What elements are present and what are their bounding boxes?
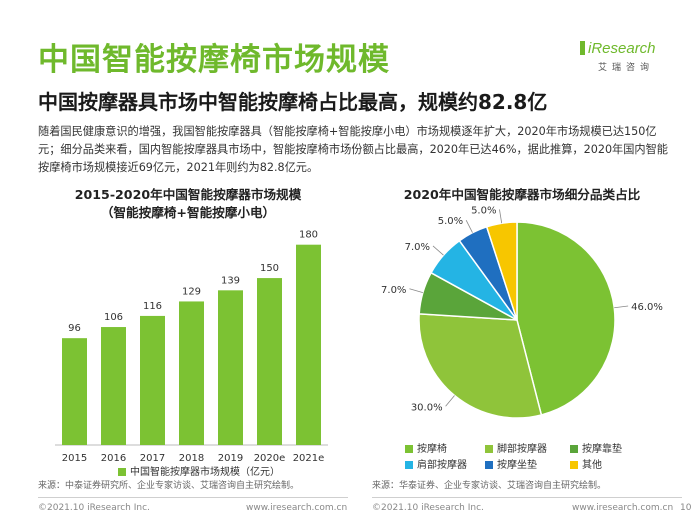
- bar-legend: 中国智能按摩器市场规模（亿元）: [118, 463, 280, 478]
- pie-legend-swatch: [405, 445, 413, 453]
- pie-value-label: 5.0%: [438, 216, 463, 227]
- bar-category-label: 2017: [140, 453, 165, 464]
- bar-2015: [62, 338, 87, 445]
- pie-legend-swatch: [485, 445, 493, 453]
- bar-category-label: 2019: [218, 453, 243, 464]
- pie-value-label: 30.0%: [411, 402, 443, 413]
- bar-value-label: 106: [104, 312, 123, 323]
- bar-value-label: 150: [260, 263, 279, 274]
- bar-chart-title: 2015-2020年中国智能按摩器市场规模 （智能按摩椅+智能按摩小电）: [38, 186, 338, 222]
- footer-url-right: www.iresearch.com.cn: [572, 503, 674, 513]
- pie-legend-item: 肩部按摩器: [405, 456, 467, 471]
- pie-leader-line: [432, 245, 444, 256]
- bar-chart-title-line2: （智能按摩椅+智能按摩小电）: [100, 205, 276, 220]
- pie-legend-label: 脚部按摩器: [497, 444, 547, 455]
- bar-value-label: 116: [143, 301, 162, 312]
- pie-legend-item: 按摩靠垫: [570, 440, 622, 455]
- logo-subtext: 艾瑞咨询: [598, 63, 655, 73]
- pie-legend-label: 按摩靠垫: [582, 444, 622, 455]
- page-subtitle: 中国按摩器具市场中智能按摩椅占比最高，规模约82.8亿: [38, 90, 548, 114]
- pie-leader-line: [465, 220, 473, 233]
- bar-2018: [179, 301, 204, 445]
- pie-value-label: 5.0%: [471, 205, 496, 216]
- pie-value-label: 7.0%: [405, 242, 430, 253]
- bar-category-label: 2018: [179, 453, 204, 464]
- footer-divider-left: [38, 497, 348, 498]
- pie-leader-line: [445, 395, 455, 407]
- bar-value-label: 129: [182, 286, 201, 297]
- bar-2020e: [257, 278, 282, 445]
- pie-value-label: 46.0%: [631, 302, 663, 313]
- pie-slice-脚部按摩器: [418, 313, 543, 419]
- source-note-left: 来源：中泰证券研究所、企业专家访谈、艾瑞咨询自主研究绘制。: [38, 481, 300, 491]
- source-note-right: 来源：华泰证券、企业专家访谈、艾瑞咨询自主研究绘制。: [372, 481, 607, 491]
- pie-legend-label: 其他: [582, 460, 602, 471]
- pie-legend-item: 按摩坐垫: [485, 456, 537, 471]
- pie-legend-swatch: [405, 461, 413, 469]
- bar-legend-swatch: [118, 468, 126, 476]
- pie-legend-item: 脚部按摩器: [485, 440, 547, 455]
- bar-category-label: 2020e: [254, 453, 286, 464]
- bar-value-label: 180: [299, 230, 318, 241]
- bar-category-label: 2016: [101, 453, 126, 464]
- bar-2017: [140, 315, 165, 445]
- logo-mark-icon: [580, 41, 585, 55]
- iresearch-logo: iResearch 艾瑞咨询: [580, 38, 672, 84]
- footer-copyright-right: ©2021.10 iResearch Inc.: [372, 503, 484, 513]
- pie-leader-line: [409, 288, 424, 294]
- pie-legend-label: 按摩椅: [417, 444, 447, 455]
- page-number: 10: [680, 503, 692, 513]
- footer-divider-right: [372, 497, 682, 498]
- logo-text: iResearch: [588, 40, 656, 57]
- bar-2016: [101, 327, 126, 445]
- pie-leader-line: [499, 209, 503, 224]
- pie-legend-item: 其他: [570, 456, 602, 471]
- pie-slice-按摩椅: [516, 221, 616, 416]
- pie-legend-swatch: [570, 445, 578, 453]
- pie-legend-item: 按摩椅: [405, 440, 447, 455]
- bar-legend-label: 中国智能按摩器市场规模（亿元）: [130, 467, 280, 478]
- pie-legend-swatch: [485, 461, 493, 469]
- page-title: 中国智能按摩椅市场规模: [38, 42, 390, 78]
- bar-category-label: 2021e: [293, 453, 325, 464]
- bar-2021e: [296, 244, 321, 445]
- bar-chart-title-line1: 2015-2020年中国智能按摩器市场规模: [74, 187, 302, 202]
- pie-legend-swatch: [570, 461, 578, 469]
- bar-value-label: 96: [68, 323, 81, 334]
- footer-url-left: www.iresearch.com.cn: [246, 503, 348, 513]
- pie-legend-label: 按摩坐垫: [497, 460, 537, 471]
- pie-legend-label: 肩部按摩器: [417, 460, 467, 471]
- pie-chart-title: 2020年中国智能按摩器市场细分品类占比: [403, 187, 641, 202]
- bar-2019: [218, 290, 243, 445]
- pie-value-label: 7.0%: [381, 285, 406, 296]
- bar-category-label: 2015: [62, 453, 87, 464]
- pie-leader-line: [614, 305, 629, 309]
- footer-copyright-left: ©2021.10 iResearch Inc.: [38, 503, 150, 513]
- bar-value-label: 139: [221, 275, 240, 286]
- description-paragraph: 随着国民健康意识的增强，我国智能按摩器具（智能按摩椅+智能按摩小电）市场规模逐年…: [38, 125, 668, 174]
